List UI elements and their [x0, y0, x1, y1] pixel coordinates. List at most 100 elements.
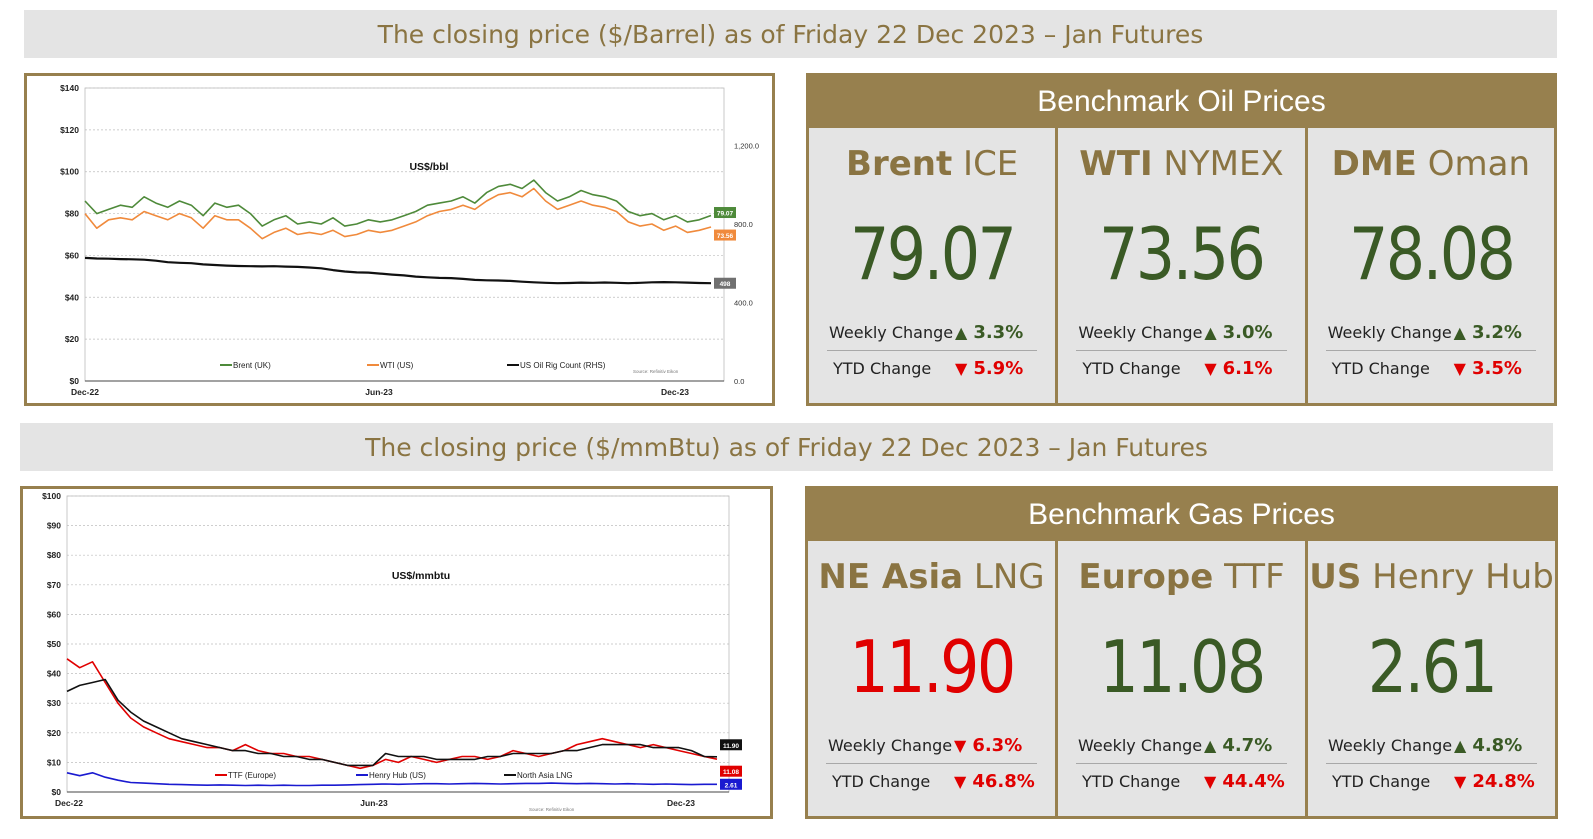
ytd-change-text: 44.4%: [1222, 770, 1285, 792]
y2-tick-label: 800.0: [734, 220, 753, 229]
y-tick-label: $50: [47, 639, 61, 649]
ytd-change-text: 46.8%: [972, 770, 1035, 792]
chart-source: Source: Refinitiv Eikon: [633, 369, 679, 374]
weekly-change-label: Weekly Change: [828, 736, 953, 755]
weekly-change-value: ▲ 3.3%: [955, 322, 1023, 343]
oil-benchmark-card: DME Oman 78.08 Weekly Change ▲ 3.2% YTD Chang…: [1304, 128, 1554, 403]
ytd-change-text: 5.9%: [973, 357, 1024, 379]
end-label-box: [720, 765, 742, 777]
y-tick-label: $100: [42, 491, 61, 501]
oil-benchmark-card: Brent ICE 79.07 Weekly Change ▲ 3.3% YTD Chan…: [809, 128, 1055, 403]
end-label-box: [720, 739, 742, 751]
series-line-2: [84, 256, 712, 285]
weekly-change-row: Weekly Change ▼ 6.3%: [826, 732, 1037, 764]
weekly-change-text: 6.3%: [972, 735, 1023, 756]
ytd-change-row: YTD Change ▼ 5.9%: [827, 355, 1037, 381]
ytd-change-value: ▼ 24.8%: [1454, 771, 1535, 792]
weekly-change-label: Weekly Change: [829, 323, 954, 342]
ytd-change-value: ▼ 5.9%: [955, 358, 1023, 379]
legend-entry: TTF (Europe): [228, 771, 276, 780]
weekly-change-value: ▼ 6.3%: [954, 735, 1022, 756]
legend-entry: Henry Hub (US): [369, 771, 426, 780]
legend-entry: WTI (US): [380, 361, 414, 370]
oil-price-banner: The closing price ($/Barrel) as of Frida…: [24, 10, 1557, 58]
end-label: 2.61: [725, 782, 738, 789]
end-label-box: [714, 229, 736, 241]
benchmark-name-bold: NE Asia: [818, 557, 964, 597]
benchmark-name-rest: Oman: [1416, 144, 1530, 184]
oil-benchmark-card: WTI NYMEX 73.56 Weekly Change ▲ 3.0% YTD Chan…: [1055, 128, 1304, 403]
benchmark-name: WTI NYMEX: [1058, 144, 1304, 184]
ytd-change-value: ▼ 6.1%: [1204, 358, 1272, 379]
ytd-change-text: 24.8%: [1472, 770, 1535, 792]
end-label-box: [714, 277, 736, 289]
triangle-up-icon: ▲: [1454, 736, 1467, 755]
weekly-change-text: 3.3%: [973, 322, 1024, 343]
y2-tick-label: 1,200.0: [734, 141, 759, 150]
ytd-change-row: YTD Change ▼ 6.1%: [1076, 355, 1286, 381]
weekly-change-label: Weekly Change: [1078, 736, 1203, 755]
chart-source: Source: Refinitiv Eikon: [529, 807, 575, 812]
triangle-up-icon: ▲: [1204, 736, 1217, 755]
triangle-down-icon: ▼: [1454, 771, 1467, 791]
benchmark-name-bold: Europe: [1078, 557, 1214, 597]
benchmark-name-rest: Henry Hub: [1361, 557, 1554, 597]
y-tick-label: $20: [47, 728, 61, 738]
ytd-change-value: ▼ 44.4%: [1204, 771, 1285, 792]
chart-title: US$/bbl: [409, 161, 448, 173]
ytd-change-label: YTD Change: [1331, 358, 1430, 378]
benchmark-name: Brent ICE: [809, 144, 1055, 184]
x-tick-label: Jun-23: [365, 387, 393, 397]
weekly-change-value: ▲ 4.7%: [1204, 735, 1272, 756]
benchmark-name-rest: NYMEX: [1152, 144, 1284, 184]
triangle-down-icon: ▼: [1453, 358, 1466, 378]
benchmark-name-bold: DME: [1331, 144, 1417, 184]
y-tick-label: $60: [65, 250, 79, 260]
gas-price-banner: The closing price ($/mmBtu) as of Friday…: [20, 423, 1553, 471]
triangle-up-icon: ▲: [1204, 323, 1217, 342]
y-tick-label: $80: [65, 209, 79, 219]
gas-price-chart: $0 $10 $20 $30 $40 $50 $60 $70 $80 $90 $100 Dec-22 J…: [20, 486, 773, 819]
end-label: 73.56: [717, 233, 734, 240]
legend-entry: North Asia LNG: [517, 771, 573, 780]
triangle-down-icon: ▼: [1204, 771, 1217, 791]
y-tick-label: $40: [47, 669, 61, 679]
closing-price: 78.08: [1348, 212, 1516, 296]
end-label: 11.08: [723, 769, 739, 776]
weekly-change-label: Weekly Change: [1328, 736, 1453, 755]
weekly-change-value: ▲ 3.0%: [1204, 322, 1272, 343]
benchmark-name-rest: LNG: [963, 557, 1045, 597]
y-tick-label: $30: [47, 698, 61, 708]
y-tick-label: $40: [65, 292, 79, 302]
y-tick-label: $140: [60, 83, 79, 93]
weekly-change-row: Weekly Change ▲ 3.0%: [1076, 319, 1287, 351]
ytd-change-row: YTD Change ▼ 46.8%: [826, 768, 1037, 794]
ytd-change-row: YTD Change ▼ 24.8%: [1326, 768, 1537, 794]
series-line-2: [66, 678, 718, 767]
benchmark-name-bold: US: [1309, 557, 1362, 597]
y-tick-label: $70: [47, 580, 61, 590]
chart-title: US$/mmbtu: [392, 570, 450, 582]
oil-price-chart: $0 $20 $40 $60 $80 $100 $120 $140 Dec-22 Jun-23 De…: [24, 73, 775, 406]
closing-price: 79.07: [849, 212, 1017, 296]
benchmark-oil-panel: Benchmark Oil Prices Brent ICE 79.07 Weekl…: [806, 73, 1557, 406]
triangle-down-icon: ▼: [955, 358, 968, 378]
closing-price: 11.08: [1099, 625, 1266, 709]
end-label-box: [720, 778, 742, 790]
x-tick-label: Jun-23: [360, 798, 388, 808]
benchmark-name-bold: WTI: [1079, 144, 1153, 184]
triangle-up-icon: ▲: [1453, 323, 1466, 342]
weekly-change-row: Weekly Change ▲ 3.2%: [1325, 319, 1536, 351]
benchmark-gas-panel: Benchmark Gas Prices NE Asia LNG 11.90 Wee…: [805, 486, 1558, 819]
y-tick-label: $80: [47, 550, 61, 560]
x-tick-label: Dec-23: [667, 798, 695, 808]
x-tick-label: Dec-23: [661, 387, 689, 397]
triangle-up-icon: ▲: [955, 323, 968, 342]
oil-panel-title: Benchmark Oil Prices: [809, 76, 1554, 128]
benchmark-name-rest: TTF: [1213, 557, 1285, 597]
ytd-change-label: YTD Change: [1082, 771, 1181, 791]
series-line-1: [84, 187, 712, 240]
ytd-change-row: YTD Change ▼ 3.5%: [1326, 355, 1536, 381]
series-line-1: [66, 771, 717, 787]
ytd-change-label: YTD Change: [833, 358, 932, 378]
